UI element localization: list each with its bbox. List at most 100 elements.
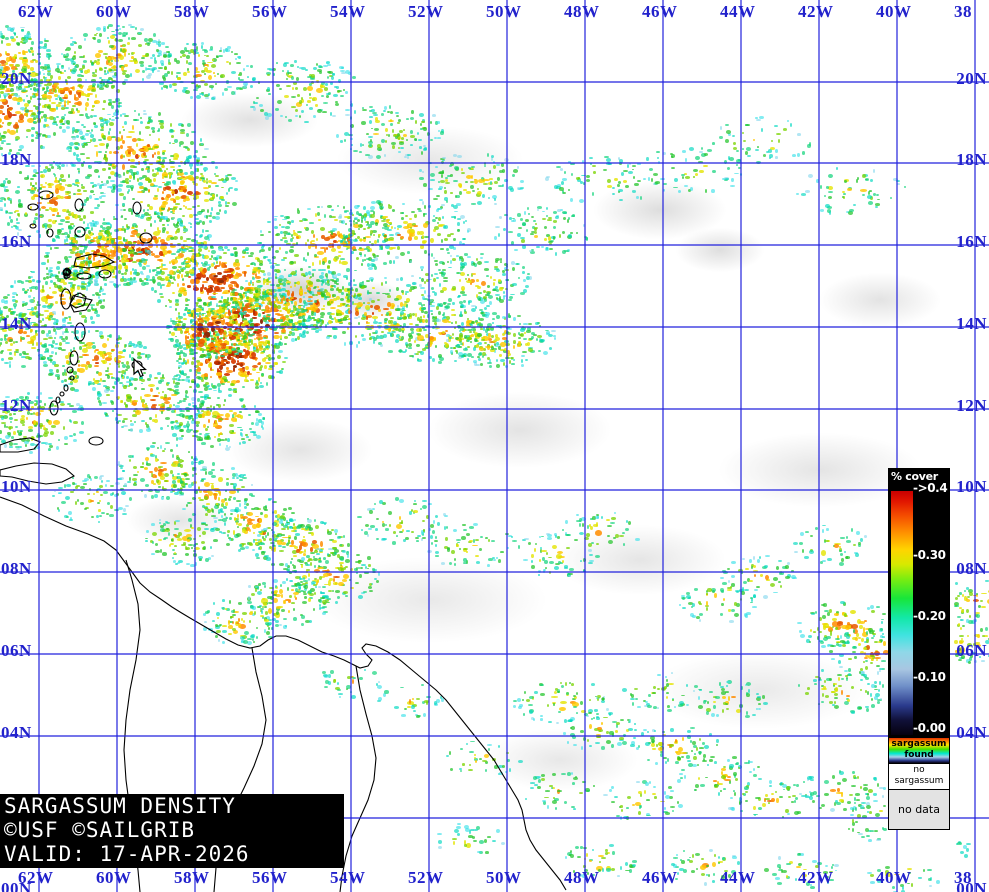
sargassum-patch bbox=[8, 112, 12, 118]
sargassum-patch bbox=[148, 148, 153, 150]
sargassum-patch bbox=[103, 83, 105, 87]
sargassum-patch bbox=[113, 112, 118, 116]
sargassum-patch bbox=[0, 69, 3, 72]
sargassum-patch bbox=[134, 110, 136, 113]
sargassum-patch bbox=[60, 72, 65, 75]
sargassum-patch bbox=[18, 149, 22, 152]
sargassum-patch bbox=[59, 88, 66, 90]
sargassum-patch bbox=[128, 159, 130, 162]
sargassum-patch bbox=[173, 199, 177, 203]
sargassum-patch bbox=[196, 157, 200, 159]
sargassum-patch bbox=[0, 79, 1, 82]
sargassum-patch bbox=[143, 110, 146, 113]
sargassum-patch bbox=[109, 151, 112, 155]
sargassum-patch bbox=[87, 69, 90, 73]
sargassum-patch bbox=[85, 94, 91, 97]
sargassum-patch bbox=[91, 109, 95, 111]
sargassum-patch bbox=[40, 79, 44, 82]
sargassum-patch bbox=[144, 159, 149, 162]
sargassum-patch bbox=[82, 145, 85, 148]
sargassum-patch bbox=[47, 82, 52, 86]
sargassum-patch bbox=[116, 139, 123, 142]
sargassum-patch bbox=[91, 79, 96, 83]
sargassum-patch bbox=[45, 135, 48, 138]
sargassum-patch bbox=[180, 132, 186, 134]
sargassum-patch bbox=[62, 97, 68, 99]
sargassum-patch bbox=[162, 182, 166, 184]
sargassum-patch bbox=[109, 128, 111, 132]
sargassum-patch bbox=[76, 135, 80, 138]
sargassum-patch bbox=[88, 165, 93, 169]
sargassum-patch bbox=[43, 88, 46, 90]
sargassum-patch bbox=[148, 179, 153, 183]
sargassum-patch bbox=[85, 107, 88, 111]
sargassum-patch bbox=[93, 122, 97, 125]
sargassum-patch bbox=[161, 197, 165, 201]
sargassum-patch bbox=[139, 131, 141, 135]
sargassum-patch bbox=[165, 186, 172, 190]
sargassum-patch bbox=[81, 75, 84, 77]
sargassum-patch bbox=[112, 101, 117, 104]
sargassum-patch bbox=[82, 143, 87, 146]
sargassum-patch bbox=[80, 136, 84, 139]
sargassum-patch bbox=[77, 74, 82, 77]
sargassum-patch bbox=[43, 66, 48, 70]
sargassum-patch bbox=[53, 117, 56, 121]
sargassum-patch bbox=[185, 206, 187, 210]
sargassum-patch bbox=[128, 131, 135, 134]
sargassum-patch bbox=[0, 125, 3, 128]
sargassum-patch bbox=[118, 105, 121, 109]
sargassum-patch bbox=[101, 126, 104, 130]
sargassum-patch bbox=[18, 73, 21, 76]
sargassum-patch bbox=[132, 138, 137, 142]
sargassum-patch bbox=[166, 182, 171, 185]
sargassum-patch bbox=[0, 72, 2, 75]
sargassum-patch bbox=[100, 184, 105, 186]
sargassum-patch bbox=[33, 82, 36, 86]
sargassum-patch bbox=[159, 170, 163, 172]
sargassum-patch bbox=[173, 158, 178, 160]
sargassum-patch bbox=[190, 195, 197, 197]
sargassum-patch bbox=[85, 102, 90, 108]
sargassum-patch bbox=[160, 157, 166, 159]
sargassum-patch bbox=[200, 173, 203, 175]
sargassum-patch bbox=[76, 108, 78, 112]
sargassum-patch bbox=[215, 175, 219, 177]
sargassum-patch bbox=[180, 220, 184, 224]
sargassum-patch bbox=[32, 95, 37, 98]
sargassum-patch bbox=[222, 179, 227, 184]
sargassum-patch bbox=[183, 205, 185, 208]
sargassum-patch bbox=[104, 73, 108, 75]
sargassum-patch bbox=[130, 165, 136, 168]
sargassum-patch bbox=[2, 99, 8, 105]
sargassum-patch bbox=[58, 88, 64, 93]
sargassum-patch bbox=[162, 176, 165, 180]
sargassum-patch bbox=[94, 100, 100, 104]
sargassum-patch bbox=[200, 177, 205, 179]
sargassum-patch bbox=[152, 130, 156, 133]
sargassum-patch bbox=[0, 125, 1, 127]
sargassum-patch bbox=[54, 94, 58, 98]
sargassum-patch bbox=[54, 89, 58, 94]
sargassum-patch bbox=[104, 154, 108, 159]
sargassum-patch bbox=[204, 215, 208, 218]
sargassum-patch bbox=[173, 153, 179, 159]
sargassum-patch bbox=[44, 95, 47, 98]
sargassum-patch bbox=[20, 83, 25, 85]
sargassum-patch bbox=[170, 123, 173, 127]
sargassum-patch bbox=[92, 105, 94, 109]
sargassum-patch bbox=[204, 148, 209, 150]
sargassum-patch bbox=[9, 149, 12, 152]
sargassum-patch bbox=[179, 222, 184, 226]
sargassum-patch bbox=[74, 102, 81, 106]
sargassum-patch bbox=[0, 99, 6, 102]
sargassum-patch bbox=[165, 196, 170, 202]
sargassum-patch bbox=[60, 71, 63, 74]
sargassum-patch bbox=[187, 191, 193, 196]
sargassum-patch bbox=[97, 183, 100, 187]
sargassum-patch bbox=[161, 213, 163, 216]
sargassum-patch bbox=[225, 175, 228, 178]
sargassum-patch bbox=[49, 89, 52, 92]
sargassum-patch bbox=[30, 96, 32, 100]
sargassum-patch bbox=[160, 212, 162, 215]
